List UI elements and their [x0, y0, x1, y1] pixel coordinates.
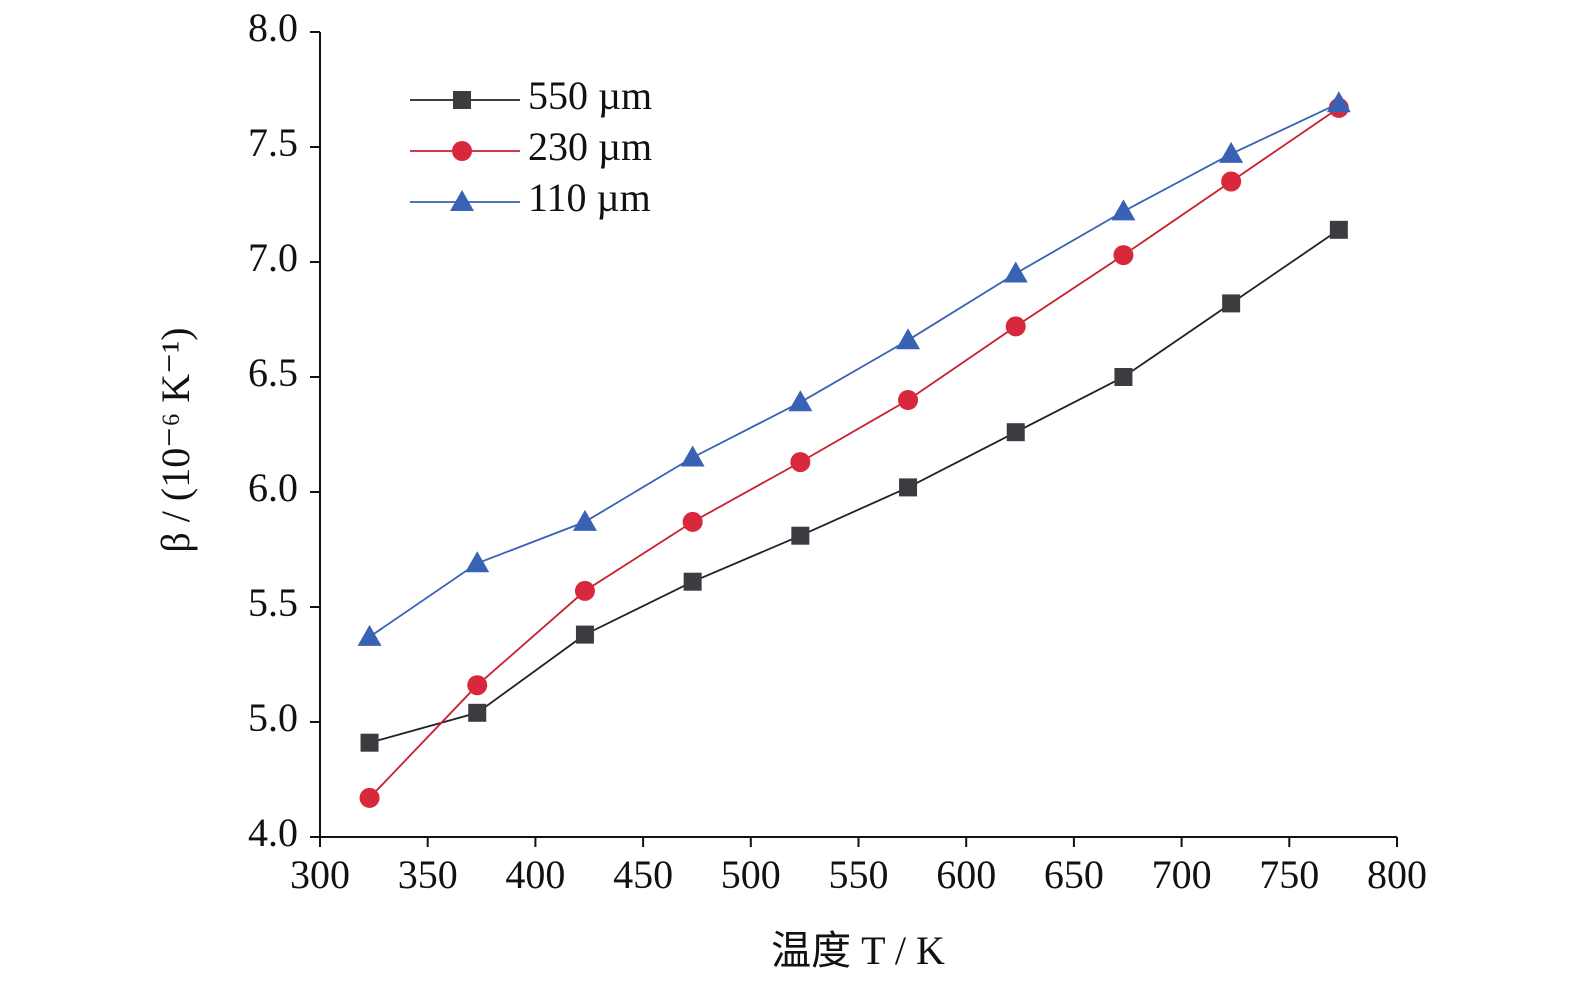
data-point — [791, 526, 810, 545]
y-tick-label: 6.5 — [248, 350, 298, 395]
legend-marker — [452, 141, 472, 161]
x-axis-label: 温度 T / K — [771, 928, 945, 973]
data-point — [1006, 423, 1025, 442]
x-tick-label: 400 — [505, 852, 565, 897]
data-point — [896, 328, 921, 350]
data-point — [465, 551, 490, 573]
data-point — [1326, 91, 1351, 113]
series-line — [369, 102, 1340, 638]
y-tick-label: 5.5 — [248, 580, 298, 625]
data-point — [1329, 220, 1348, 239]
y-tick-label: 7.0 — [248, 235, 298, 280]
data-point — [680, 445, 705, 467]
data-point — [360, 733, 379, 752]
data-point — [357, 624, 382, 646]
data-point — [683, 572, 702, 591]
x-tick-label: 500 — [721, 852, 781, 897]
data-point — [1111, 199, 1136, 221]
data-point — [1221, 171, 1242, 192]
y-tick-label: 5.0 — [248, 695, 298, 740]
data-point — [467, 675, 488, 696]
y-tick-label: 7.5 — [248, 120, 298, 165]
y-tick-label: 4.0 — [248, 810, 298, 855]
data-point — [575, 625, 594, 644]
data-point — [1219, 141, 1244, 163]
data-point — [1003, 261, 1028, 283]
legend-label: 550 µm — [528, 73, 652, 118]
x-tick-label: 350 — [398, 852, 458, 897]
legend-marker — [450, 190, 474, 211]
x-tick-label: 700 — [1152, 852, 1212, 897]
data-point — [1222, 294, 1241, 313]
x-tick-label: 750 — [1259, 852, 1319, 897]
y-tick-label: 6.0 — [248, 465, 298, 510]
x-tick-label: 300 — [290, 852, 350, 897]
data-point — [574, 580, 595, 601]
legend-marker — [453, 91, 471, 109]
data-point — [899, 478, 918, 497]
data-point — [468, 703, 487, 722]
y-axis-label: β / (10⁻⁶ K⁻¹) — [153, 327, 198, 552]
data-point — [898, 390, 919, 410]
legend-label: 230 µm — [528, 124, 652, 169]
data-point — [359, 787, 380, 808]
x-tick-label: 650 — [1044, 852, 1104, 897]
data-point — [788, 390, 813, 412]
data-point — [790, 452, 811, 473]
x-tick-label: 800 — [1367, 852, 1427, 897]
x-tick-label: 550 — [829, 852, 889, 897]
series-line — [368, 107, 1340, 799]
y-tick-label: 8.0 — [248, 5, 298, 50]
data-point — [682, 511, 703, 532]
x-tick-label: 450 — [613, 852, 673, 897]
series-line — [369, 229, 1340, 744]
data-point — [572, 509, 597, 531]
legend-label: 110 µm — [528, 175, 651, 220]
data-point — [1005, 316, 1026, 337]
x-tick-label: 600 — [936, 852, 996, 897]
data-point — [1113, 245, 1134, 266]
data-point — [1114, 368, 1133, 386]
